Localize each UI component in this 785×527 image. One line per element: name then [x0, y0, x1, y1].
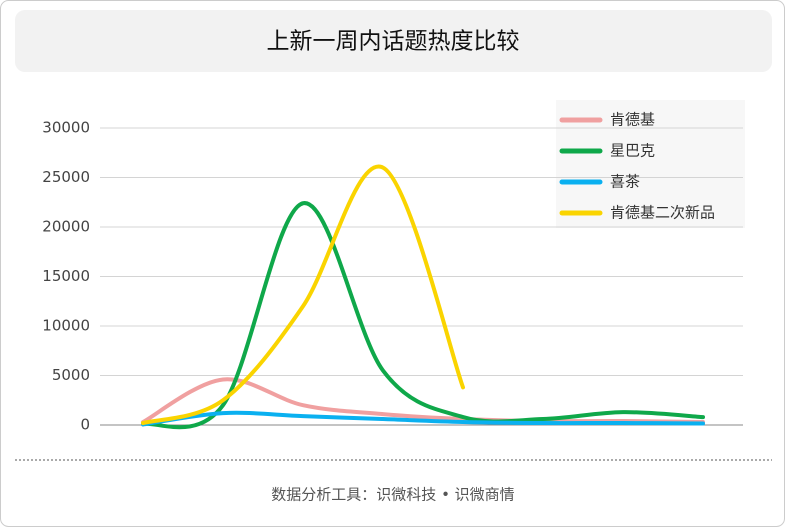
chart-title: 上新一周内话题热度比较 [267, 29, 520, 55]
y-tick-label: 15000 [42, 267, 90, 285]
y-tick-label: 10000 [42, 317, 90, 335]
legend-label: 肯德基 [610, 111, 655, 129]
series-line [141, 164, 465, 426]
series-line [141, 201, 705, 430]
series-line [141, 410, 705, 427]
title-box [15, 10, 772, 72]
footer: 数据分析工具：识微科技 • 识微商情 [271, 486, 514, 504]
y-tick-label: 25000 [42, 168, 90, 186]
y-tick-label: 0 [80, 416, 90, 434]
y-tick-label: 5000 [52, 366, 90, 384]
y-tick-label: 30000 [42, 119, 90, 137]
y-tick-label: 20000 [42, 218, 90, 236]
legend-label: 喜茶 [610, 173, 640, 191]
legend-label: 肯德基二次新品 [610, 204, 715, 222]
legend-label: 星巴克 [610, 142, 655, 160]
